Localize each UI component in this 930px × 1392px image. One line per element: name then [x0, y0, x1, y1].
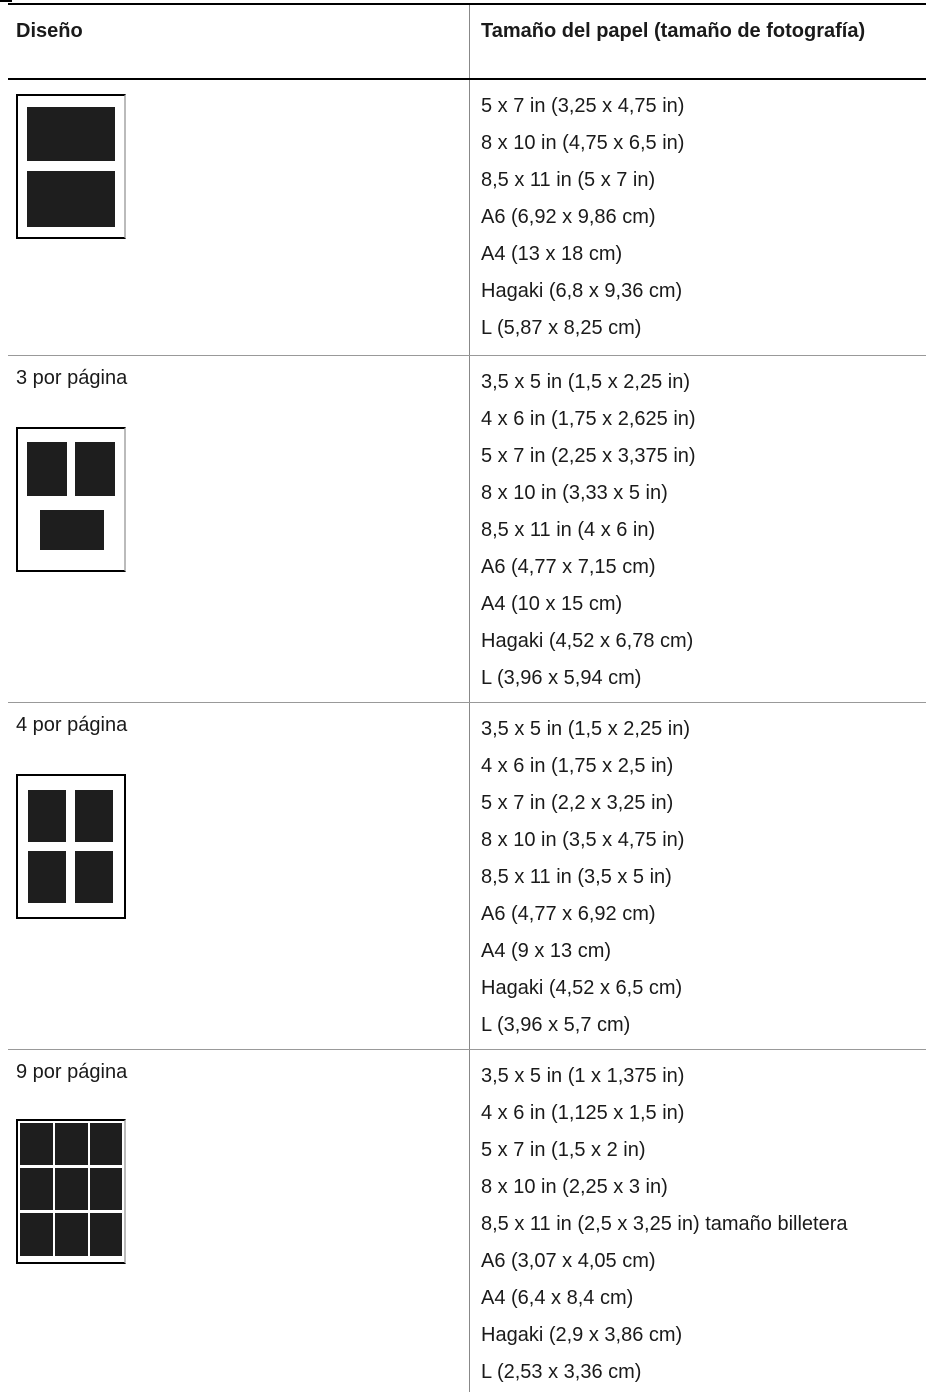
layout-cell: 3 por página [8, 356, 470, 702]
table-row: 5 x 7 in (3,25 x 4,75 in) 8 x 10 in (4,7… [8, 80, 926, 356]
photo-slot [75, 790, 113, 842]
layout-cell: 9 por página [8, 1050, 470, 1392]
layout-cell: 4 por página [8, 703, 470, 1049]
size-item: 8 x 10 in (4,75 x 6,5 in) [481, 132, 685, 154]
photo-slot [28, 851, 66, 903]
size-item: 5 x 7 in (2,2 x 3,25 in) [481, 792, 674, 814]
size-item: A4 (10 x 15 cm) [481, 593, 623, 615]
9-per-page-layout-icon [16, 1119, 126, 1264]
size-item: A4 (9 x 13 cm) [481, 940, 612, 962]
photo-slot [20, 1213, 53, 1256]
size-item: 8,5 x 11 in (3,5 x 5 in) [481, 866, 672, 888]
sizes-cell: 5 x 7 in (3,25 x 4,75 in) 8 x 10 in (4,7… [470, 80, 926, 355]
photo-slot [40, 510, 104, 550]
sizes-cell: 3,5 x 5 in (1,5 x 2,25 in) 4 x 6 in (1,7… [470, 356, 926, 702]
photo-slot [75, 851, 113, 903]
size-item: 3,5 x 5 in (1 x 1,375 in) [481, 1065, 685, 1087]
size-item: A6 (4,77 x 6,92 cm) [481, 903, 656, 925]
size-item: A4 (13 x 18 cm) [481, 243, 623, 265]
photo-slot [20, 1123, 53, 1165]
size-item: A6 (3,07 x 4,05 cm) [481, 1250, 656, 1272]
layout-name: 4 por página [16, 714, 128, 736]
photo-slot [20, 1168, 53, 1210]
2-per-page-layout-icon [16, 94, 126, 239]
size-item: Hagaki (4,52 x 6,78 cm) [481, 630, 694, 652]
layout-name: 9 por página [16, 1061, 128, 1083]
4-per-page-layout-icon [16, 774, 126, 919]
size-item: L (5,87 x 8,25 cm) [481, 317, 642, 339]
size-item: 8,5 x 11 in (5 x 7 in) [481, 169, 656, 191]
table-row: 4 por página 3,5 x 5 in (1,5 x 2,25 in) … [8, 703, 926, 1050]
layout-name: 3 por página [16, 367, 128, 389]
size-item: Hagaki (2,9 x 3,86 cm) [481, 1324, 683, 1346]
header-layout: Diseño [8, 5, 470, 78]
photo-slot [55, 1168, 88, 1210]
photo-slot [90, 1213, 122, 1256]
size-item: 8 x 10 in (3,33 x 5 in) [481, 482, 668, 504]
photo-slot [90, 1123, 122, 1165]
size-item: 3,5 x 5 in (1,5 x 2,25 in) [481, 718, 691, 740]
size-item: 8 x 10 in (3,5 x 4,75 in) [481, 829, 685, 851]
header-paper-size: Tamaño del papel (tamaño de fotografía) [481, 20, 866, 42]
size-item: 5 x 7 in (1,5 x 2 in) [481, 1139, 646, 1161]
size-item: 8 x 10 in (2,25 x 3 in) [481, 1176, 668, 1198]
size-item: 3,5 x 5 in (1,5 x 2,25 in) [481, 371, 691, 393]
size-item: A6 (6,92 x 9,86 cm) [481, 206, 656, 228]
table-row: 9 por página 3,5 x 5 in (1 x 1,375 in) 4… [8, 1050, 926, 1392]
size-item: 5 x 7 in (2,25 x 3,375 in) [481, 445, 696, 467]
size-item: 4 x 6 in (1,125 x 1,5 in) [481, 1102, 685, 1124]
photo-slot [27, 107, 115, 161]
size-item: 5 x 7 in (3,25 x 4,75 in) [481, 95, 685, 117]
sizes-cell: 3,5 x 5 in (1 x 1,375 in) 4 x 6 in (1,12… [470, 1050, 926, 1392]
size-item: 8,5 x 11 in (2,5 x 3,25 in) tamaño bille… [481, 1213, 848, 1235]
size-item: L (3,96 x 5,94 cm) [481, 667, 642, 689]
size-item: Hagaki (6,8 x 9,36 cm) [481, 280, 683, 302]
photo-slot [27, 171, 115, 227]
size-item: 4 x 6 in (1,75 x 2,625 in) [481, 408, 696, 430]
sizes-cell: 3,5 x 5 in (1,5 x 2,25 in) 4 x 6 in (1,7… [470, 703, 926, 1049]
size-item: 4 x 6 in (1,75 x 2,5 in) [481, 755, 674, 777]
photo-slot [27, 442, 67, 496]
size-item: A6 (4,77 x 7,15 cm) [481, 556, 656, 578]
photo-slot [55, 1123, 88, 1165]
size-item: Hagaki (4,52 x 6,5 cm) [481, 977, 683, 999]
layout-size-table: Diseño Tamaño del papel (tamaño de fotog… [8, 3, 926, 1392]
size-item: 8,5 x 11 in (4 x 6 in) [481, 519, 656, 541]
photo-slot [28, 790, 66, 842]
table-row: 3 por página 3,5 x 5 in (1,5 x 2,25 in) … [8, 356, 926, 703]
table-header: Diseño Tamaño del papel (tamaño de fotog… [8, 3, 926, 80]
photo-slot [75, 442, 115, 496]
photo-slot [90, 1168, 122, 1210]
size-item: L (3,96 x 5,7 cm) [481, 1014, 631, 1036]
size-item: A4 (6,4 x 8,4 cm) [481, 1287, 634, 1309]
3-per-page-layout-icon [16, 427, 126, 572]
photo-slot [55, 1213, 88, 1256]
size-item: L (2,53 x 3,36 cm) [481, 1361, 642, 1383]
continuation-rule [0, 0, 12, 2]
layout-cell [8, 80, 470, 355]
